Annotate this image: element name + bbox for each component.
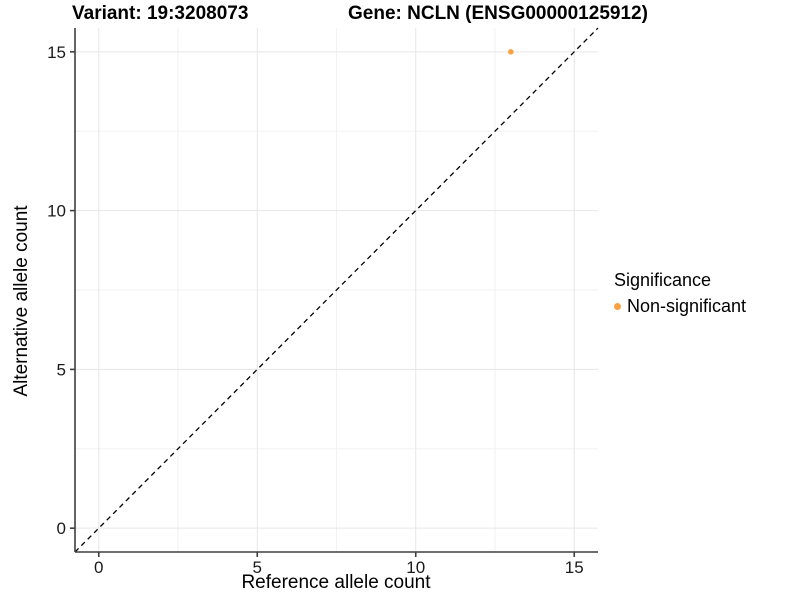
x-tick-label: 5 — [253, 558, 262, 577]
plot-title-gene: Gene: NCLN (ENSG00000125912) — [348, 3, 648, 24]
y-tick-label: 10 — [47, 202, 66, 221]
legend-item-label: Non-significant — [627, 296, 747, 316]
x-axis-title: Reference allele count — [241, 572, 431, 593]
identity-line — [74, 27, 599, 553]
legend-title: Significance — [614, 270, 712, 290]
y-tick-label: 0 — [57, 519, 66, 538]
y-axis-title: Alternative allele count — [11, 205, 32, 397]
x-tick-label: 0 — [94, 558, 103, 577]
x-tick-label: 10 — [406, 558, 425, 577]
legend-point-icon — [614, 303, 621, 310]
data-point — [508, 49, 514, 55]
plot-title-variant: Variant: 19:3208073 — [72, 3, 249, 24]
y-tick-label: 5 — [57, 360, 66, 379]
legend-item: Non-significant — [614, 296, 746, 317]
legend: Significance Non-significant — [614, 270, 746, 317]
y-tick-label: 15 — [47, 43, 66, 62]
x-tick-label: 15 — [565, 558, 584, 577]
